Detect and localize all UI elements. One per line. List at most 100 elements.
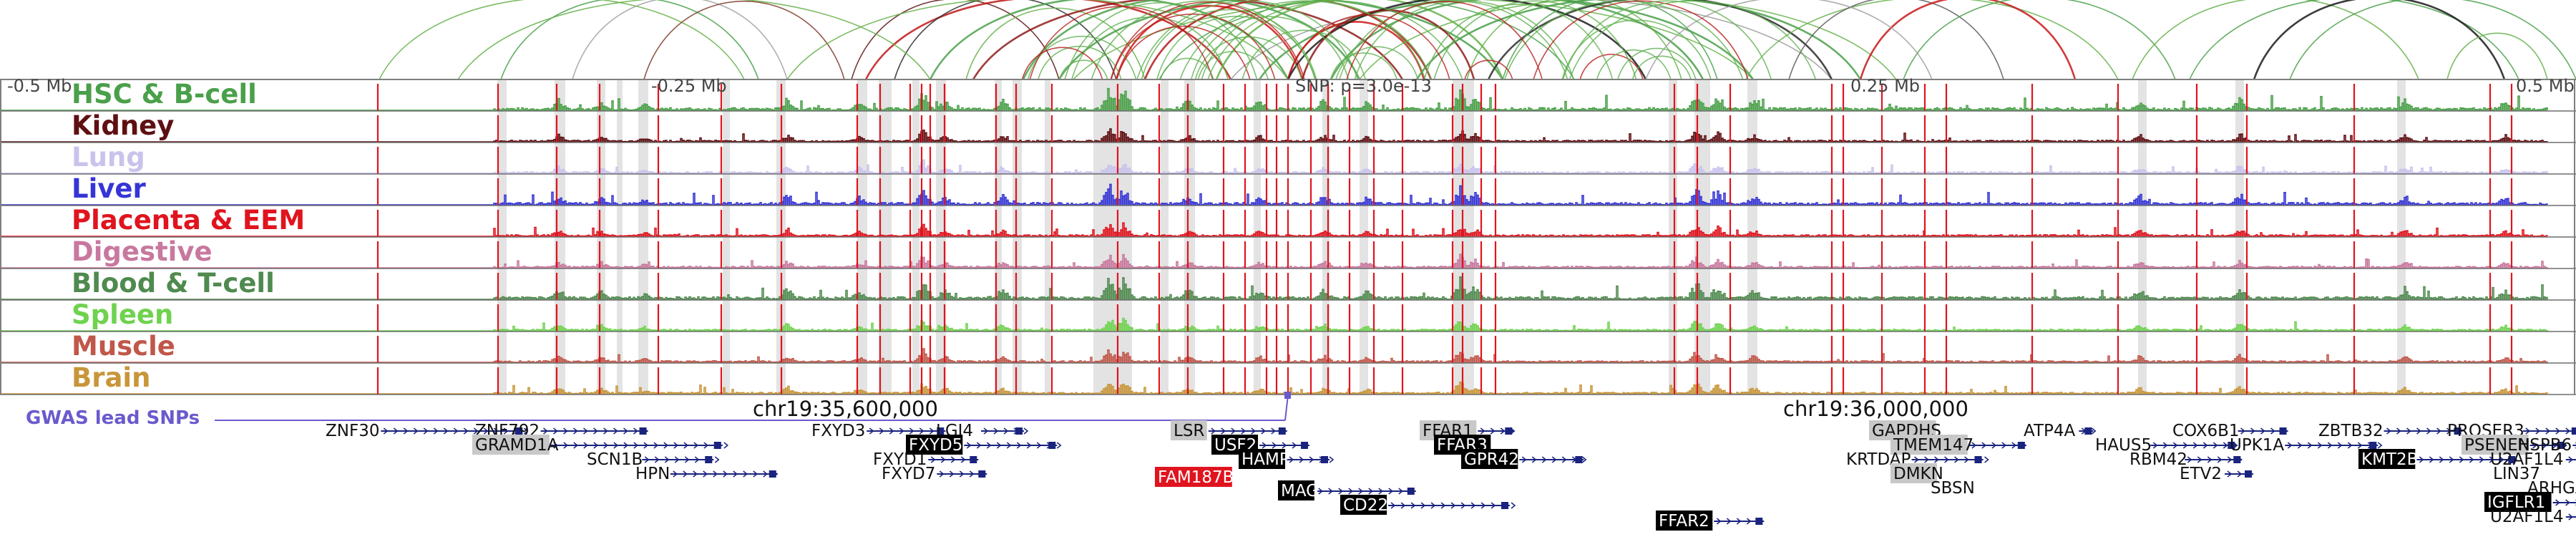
gene-etv2[interactable]: ETV2 [2180,465,2254,483]
gene-fxyd1[interactable]: FXYD1 [873,450,979,469]
strand-arrow [2297,442,2303,449]
strand-arrow [1251,427,1256,435]
gene-label: FXYD7 [882,465,935,483]
exon-block [639,427,647,435]
gene-dmkn[interactable]: DMKN [1890,463,1943,483]
gene-rbm42[interactable]: RBM42 [2129,450,2243,469]
gene-hamp[interactable]: HAMP [1239,449,1335,469]
strand-arrow [2270,427,2275,435]
strand-arrow [889,427,894,435]
gene-sbsn[interactable]: SBSN [1931,479,1975,498]
strand-arrow [1561,456,1567,463]
gene-label-box [1171,420,1207,440]
exon-block [769,470,776,478]
strand-arrow [1348,488,1353,495]
gene-zbtb32[interactable]: ZBTB32 [2318,422,2463,440]
interaction-arc [1064,2,1258,80]
interaction-arc [1466,0,1682,80]
strand-arrow [2091,427,2097,435]
gene-label: FXYD1 [873,450,927,469]
gene-label-box [2462,435,2529,455]
gene-label: SCN1B [587,450,643,469]
interaction-arc [1859,0,2077,80]
gene-lin37[interactable]: LIN37 [2493,465,2540,483]
strand-arrow [703,442,709,449]
strand-arrow [1271,427,1276,435]
gene-haus5[interactable]: HAUS5 [2095,436,2238,455]
gene-gramd1a[interactable]: GRAMD1A [472,435,729,455]
strand-arrow [2227,470,2233,478]
strand-arrow [1023,427,1029,435]
strand-arrow [2532,442,2537,449]
strand-arrow [869,427,874,435]
strand-arrow [1450,502,1456,509]
strand-arrow [673,470,678,478]
exon-block [705,456,713,463]
gene-gpr42[interactable]: GPR42 [1461,449,1587,469]
gene-hpn[interactable]: HPN [635,465,778,483]
strand-arrow [503,427,509,435]
gene-znf30[interactable]: ZNF30 [326,422,529,440]
coord-mid-right-label: 0.25 Mb [1850,76,1920,96]
interaction-arc [1136,0,1359,80]
track-label: Brain [72,362,150,393]
gene-tmem147[interactable]: TMEM147 [1890,435,2027,455]
interaction-arc [1207,0,1463,80]
gwas-snp-marker[interactable] [1284,392,1291,399]
gene-fxyd5[interactable]: FXYD5 [906,435,1062,455]
strand-arrow [959,470,965,478]
strand-arrow [693,442,699,449]
strand-arrow [2223,442,2228,449]
gene-usf2[interactable]: USF2 [1211,435,1310,455]
strand-arrow [1390,502,1396,509]
gene-mag[interactable]: MAG [1278,480,1416,500]
gene-lsr[interactable]: LSR [1171,420,1287,440]
gene-upk1a[interactable]: UPK1A [2230,436,2383,455]
gene-u2af1l4[interactable]: U2AF1L4 [2490,450,2576,469]
gene-fxyd7[interactable]: FXYD7 [882,465,987,483]
strand-arrow [1262,442,1267,449]
gene-fam187b[interactable]: FAM187B [1155,467,1234,487]
strand-arrow [1924,456,1929,463]
strand-arrow [879,427,884,435]
gene-u2af1l4[interactable]: U2AF1L4 [2490,508,2576,526]
strand-arrow [1491,502,1496,509]
strand-arrow [664,456,670,463]
interaction-arc [1111,14,1276,80]
gene-label: KMT2B [2361,450,2418,469]
strand-arrow [1991,442,1997,449]
interaction-arc [1116,26,1251,80]
strand-arrow [996,442,1002,449]
gene-ffar2[interactable]: FFAR2 [1656,511,1765,531]
strand-arrow [2469,456,2474,463]
gene-hspb6[interactable]: HSPB6 [2517,436,2576,455]
strand-arrow [2419,456,2424,463]
strand-arrow [2011,442,2017,449]
track-label: Liver [72,173,146,204]
gene-igflr1[interactable]: IGFLR1 [2484,492,2576,512]
interaction-arc [2132,0,2419,80]
strand-arrow [2439,456,2444,463]
gene-label: LSR [1174,422,1204,440]
gene-cox6b1[interactable]: COX6B1 [2172,422,2288,440]
gene-fxyd3[interactable]: FXYD3 [811,422,946,440]
interaction-arc [1143,0,1433,80]
gene-cd22[interactable]: CD22 [1340,495,1516,515]
interaction-arc [500,0,759,80]
strand-arrow [2240,427,2245,435]
interaction-arc [1194,37,1302,80]
interaction-arc [1487,0,1833,80]
strand-arrow [1272,442,1277,449]
gene-psenen[interactable]: PSENEN [2462,435,2567,455]
strand-arrow [723,442,729,449]
strand-arrow [1984,456,1989,463]
interaction-arc [1562,0,1772,80]
strand-arrow [714,456,720,463]
gene-atp4a[interactable]: ATP4A [2024,422,2097,440]
strand-arrow [583,427,588,435]
interaction-arc [1141,9,1317,80]
strand-arrow [1221,427,1226,435]
interaction-arc [1596,49,1672,80]
gene-kmt2b[interactable]: KMT2B [2358,449,2517,469]
gene-scn1b[interactable]: SCN1B [587,450,720,469]
